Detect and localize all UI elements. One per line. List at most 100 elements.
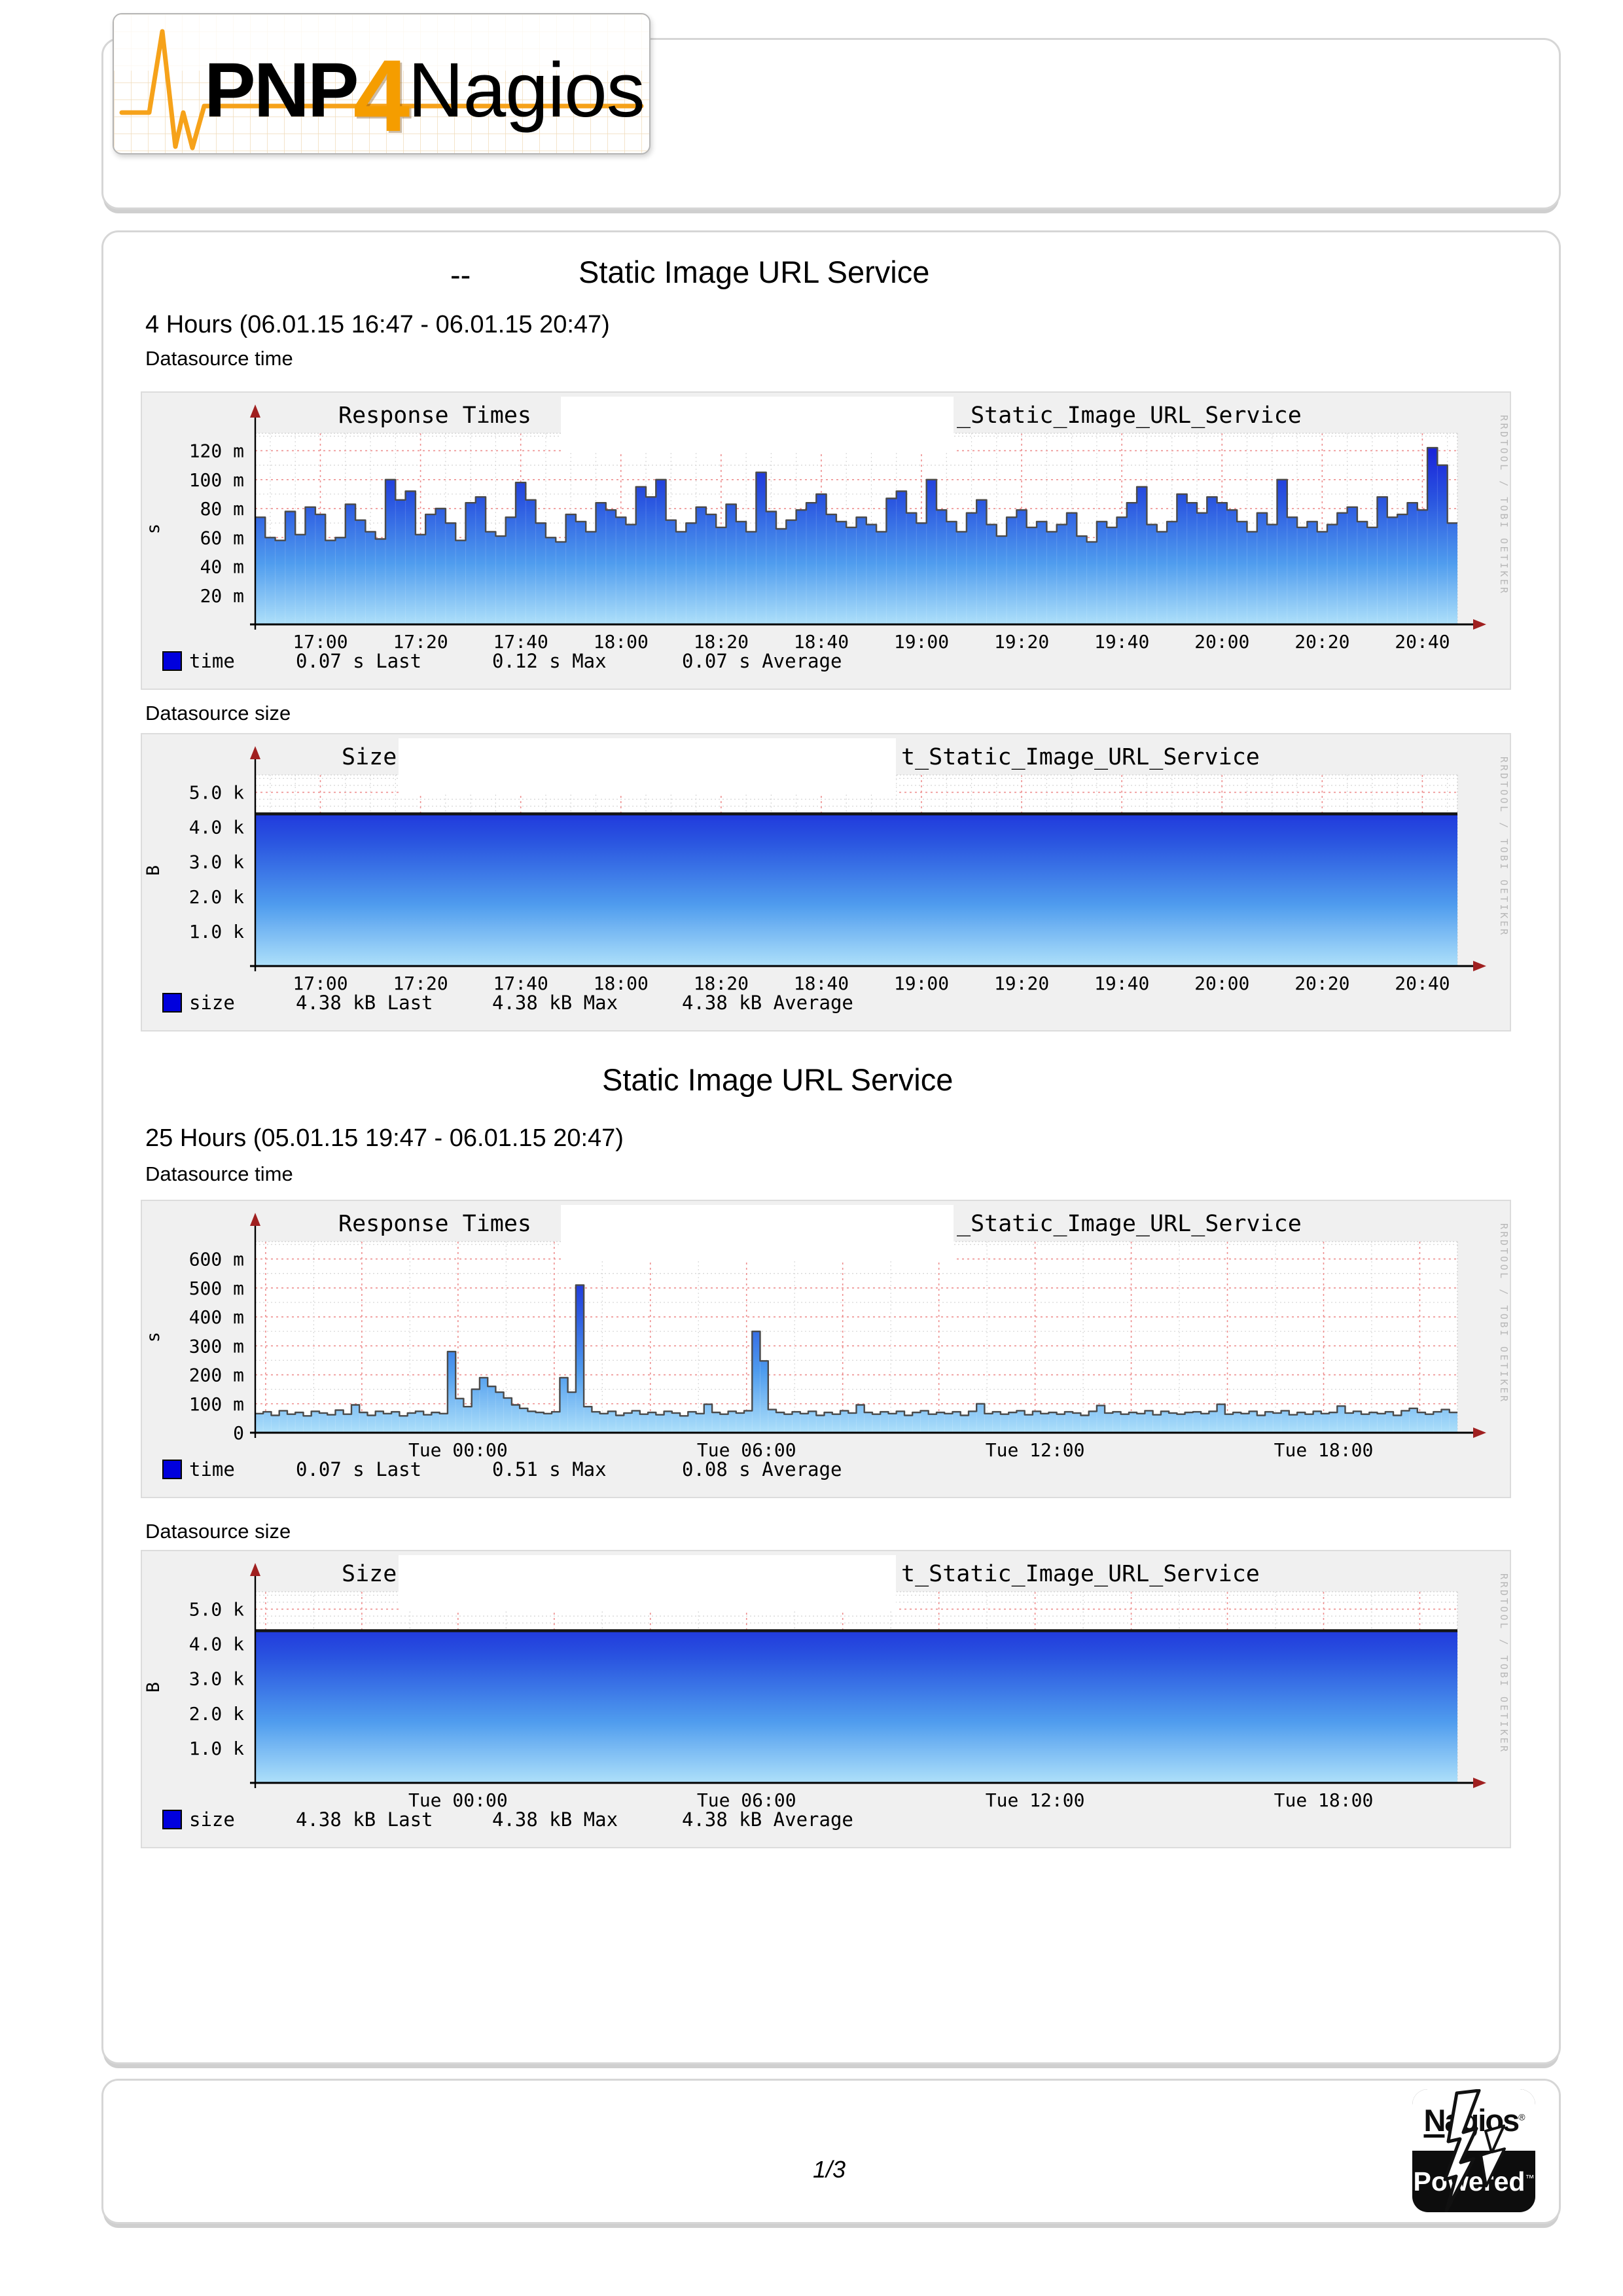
svg-text:0.51 s Max: 0.51 s Max <box>492 1458 607 1480</box>
section2-datasource-size-label: Datasource size <box>145 1520 291 1543</box>
svg-text:time: time <box>189 650 235 672</box>
svg-text:17:20: 17:20 <box>393 973 448 994</box>
svg-text:19:40: 19:40 <box>1094 973 1149 994</box>
svg-text:4.0 k: 4.0 k <box>189 817 244 838</box>
svg-text:0.07 s Last: 0.07 s Last <box>296 1458 421 1480</box>
svg-text:_Static_Image_URL_Service: _Static_Image_URL_Service <box>957 403 1302 429</box>
section1-period: 4 Hours (06.01.15 16:47 - 06.01.15 20:47… <box>145 311 610 338</box>
page-number: 1/3 <box>812 2156 846 2183</box>
section2-period: 25 Hours (05.01.15 19:47 - 06.01.15 20:4… <box>145 1124 624 1152</box>
svg-text:0.12 s Max: 0.12 s Max <box>492 650 607 672</box>
svg-text:4.38 kB Max: 4.38 kB Max <box>492 992 618 1014</box>
svg-text:18:40: 18:40 <box>794 631 849 653</box>
svg-text:Response Times: Response Times <box>338 1211 531 1237</box>
svg-text:Tue 00:00: Tue 00:00 <box>408 1789 508 1811</box>
svg-text:2.0 k: 2.0 k <box>189 886 244 908</box>
svg-text:5.0 k: 5.0 k <box>189 782 244 804</box>
svg-text:5.0 k: 5.0 k <box>189 1599 244 1621</box>
svg-text:time: time <box>189 1458 235 1480</box>
svg-text:_Static_Image_URL_Service: _Static_Image_URL_Service <box>957 1211 1302 1237</box>
svg-text:s: s <box>143 1332 164 1342</box>
svg-text:100 m: 100 m <box>189 1393 244 1415</box>
svg-text:18:20: 18:20 <box>694 631 749 653</box>
svg-text:Tue 12:00: Tue 12:00 <box>986 1439 1085 1461</box>
svg-text:17:20: 17:20 <box>393 631 448 653</box>
svg-text:3.0 k: 3.0 k <box>189 852 244 873</box>
svg-text:17:00: 17:00 <box>293 973 348 994</box>
svg-text:RRDTOOL / TOBI OETIKER: RRDTOOL / TOBI OETIKER <box>1498 1223 1510 1404</box>
lightning-bolt-icon <box>1443 2089 1506 2212</box>
svg-text:19:20: 19:20 <box>994 631 1049 653</box>
svg-text:4.38 kB Last: 4.38 kB Last <box>296 1808 433 1831</box>
svg-text:t_Static_Image_URL_Service: t_Static_Image_URL_Service <box>901 1561 1260 1587</box>
svg-text:Tue 06:00: Tue 06:00 <box>697 1789 796 1811</box>
svg-text:4.38 kB Average: 4.38 kB Average <box>682 992 853 1014</box>
svg-text:19:00: 19:00 <box>894 631 949 653</box>
svg-text:4.38 kB Last: 4.38 kB Last <box>296 992 433 1014</box>
svg-text:4.38 kB Max: 4.38 kB Max <box>492 1808 618 1831</box>
svg-text:Tue 00:00: Tue 00:00 <box>408 1439 508 1461</box>
rrd-graph-response-time-4h: 20 m 40 m 60 m 80 m 100 m 120 m 17:00 17:20 17:4… <box>141 391 1511 690</box>
svg-text:19:20: 19:20 <box>994 973 1049 994</box>
badge-powered-text: Powered™ <box>1413 2166 1535 2197</box>
svg-text:1.0 k: 1.0 k <box>189 921 244 942</box>
svg-text:18:20: 18:20 <box>694 973 749 994</box>
svg-text:Tue 12:00: Tue 12:00 <box>986 1789 1085 1811</box>
svg-text:B: B <box>143 865 164 876</box>
svg-text:s: s <box>143 524 164 534</box>
svg-text:size: size <box>189 1808 235 1831</box>
logo-four-text: 4 <box>353 39 410 153</box>
svg-text:120 m: 120 m <box>189 440 244 462</box>
svg-text:4.0 k: 4.0 k <box>189 1634 244 1655</box>
svg-text:20:40: 20:40 <box>1395 631 1450 653</box>
svg-text:3.0 k: 3.0 k <box>189 1668 244 1690</box>
rrd-graph-response-time-25h: 0 100 m 200 m 300 m 400 m 500 m 600 m Tue 00:00… <box>141 1200 1511 1498</box>
section2-title: Static Image URL Service <box>602 1062 954 1097</box>
svg-text:20:00: 20:00 <box>1194 631 1249 653</box>
svg-text:2.0 k: 2.0 k <box>189 1703 244 1725</box>
section1-datasource-size-label: Datasource size <box>145 702 291 725</box>
section1-datasource-time-label: Datasource time <box>145 347 293 370</box>
footer-box <box>101 2079 1561 2224</box>
svg-text:Size: Size <box>342 744 397 770</box>
svg-text:20:00: 20:00 <box>1194 973 1249 994</box>
nagios-powered-badge: Nagios® Powered™ <box>1412 2089 1535 2212</box>
svg-text:400 m: 400 m <box>189 1306 244 1328</box>
svg-text:300 m: 300 m <box>189 1335 244 1357</box>
svg-text:0.07 s Average: 0.07 s Average <box>682 650 842 672</box>
svg-text:t_Static_Image_URL_Service: t_Static_Image_URL_Service <box>901 744 1260 770</box>
svg-text:18:00: 18:00 <box>594 973 649 994</box>
svg-text:1.0 k: 1.0 k <box>189 1738 244 1759</box>
logo-ekg-icon <box>114 14 649 153</box>
logo-pnp-text: PNP <box>204 47 359 134</box>
svg-text:B: B <box>143 1682 164 1693</box>
svg-text:100 m: 100 m <box>189 469 244 491</box>
svg-text:600 m: 600 m <box>189 1249 244 1270</box>
section1-title-prefix: -- <box>450 257 471 292</box>
svg-text:19:40: 19:40 <box>1094 631 1149 653</box>
svg-text:17:40: 17:40 <box>493 973 548 994</box>
svg-text:RRDTOOL / TOBI OETIKER: RRDTOOL / TOBI OETIKER <box>1498 415 1510 596</box>
svg-text:Tue 18:00: Tue 18:00 <box>1274 1439 1374 1461</box>
svg-text:18:40: 18:40 <box>794 973 849 994</box>
rrd-graph-size-4h: 1.0 k 2.0 k 3.0 k 4.0 k 5.0 k 17:00 17:20 17:40… <box>141 733 1511 1031</box>
section1-title: Static Image URL Service <box>579 255 930 289</box>
logo-wordmark: PNP4Nagios <box>204 24 645 153</box>
svg-text:Tue 18:00: Tue 18:00 <box>1274 1789 1374 1811</box>
svg-text:40 m: 40 m <box>200 556 244 578</box>
svg-text:20:20: 20:20 <box>1294 973 1349 994</box>
svg-text:500 m: 500 m <box>189 1278 244 1299</box>
svg-text:80 m: 80 m <box>200 498 244 520</box>
svg-text:18:00: 18:00 <box>594 631 649 653</box>
svg-text:0: 0 <box>233 1422 244 1444</box>
rrd-graph-size-25h: 1.0 k 2.0 k 3.0 k 4.0 k 5.0 k Tue 00:00 Tue 06… <box>141 1550 1511 1848</box>
svg-text:Tue 06:00: Tue 06:00 <box>697 1439 796 1461</box>
svg-text:60 m: 60 m <box>200 527 244 548</box>
pnp4nagios-logo: PNP4Nagios <box>113 13 651 154</box>
svg-text:0.08 s Average: 0.08 s Average <box>682 1458 842 1480</box>
svg-text:20:40: 20:40 <box>1395 973 1450 994</box>
svg-text:size: size <box>189 992 235 1014</box>
svg-text:20 m: 20 m <box>200 585 244 607</box>
svg-text:200 m: 200 m <box>189 1365 244 1386</box>
